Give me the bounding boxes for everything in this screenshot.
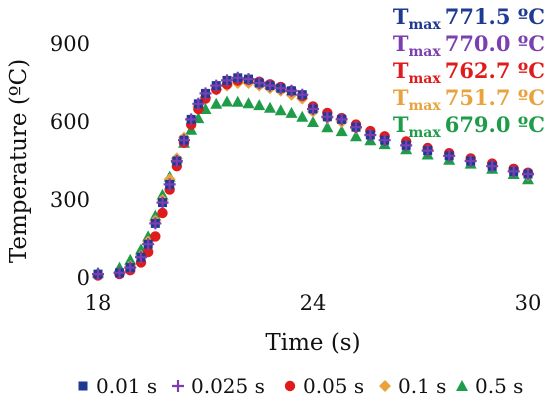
data-point bbox=[274, 104, 287, 116]
legend-swatch bbox=[172, 380, 184, 392]
data-point bbox=[507, 165, 520, 178]
data-point bbox=[464, 155, 477, 167]
data-point bbox=[170, 155, 183, 167]
legend-label: 0.01 s bbox=[96, 374, 157, 398]
data-point bbox=[192, 97, 205, 110]
tmax-annotation: Tmax 762.7 ºC bbox=[393, 58, 545, 87]
legend-item: 0.025 s bbox=[172, 374, 265, 398]
series-0.025s bbox=[92, 71, 534, 281]
data-point bbox=[364, 129, 377, 141]
legend-item: 0.01 s bbox=[78, 374, 157, 398]
legend-label: 0.1 s bbox=[398, 374, 446, 398]
data-point bbox=[335, 113, 348, 126]
x-tick-label: 30 bbox=[515, 291, 542, 315]
x-axis-title: Time (s) bbox=[265, 330, 360, 356]
data-point bbox=[335, 125, 348, 137]
data-point bbox=[157, 207, 168, 219]
data-point bbox=[221, 74, 233, 87]
data-point bbox=[350, 121, 362, 134]
data-point bbox=[285, 106, 298, 118]
legend-swatch bbox=[284, 380, 296, 392]
x-tick-label: 18 bbox=[85, 291, 112, 315]
legend-item: 0.05 s bbox=[284, 374, 364, 398]
data-point bbox=[163, 178, 176, 191]
data-point bbox=[350, 130, 362, 142]
data-point bbox=[221, 95, 233, 107]
data-point bbox=[142, 238, 155, 251]
tmax-annotation: Tmax 770.0 ºC bbox=[393, 31, 545, 60]
data-point bbox=[296, 110, 309, 122]
legend-swatch bbox=[78, 381, 88, 391]
data-point bbox=[149, 217, 162, 230]
y-tick-label: 0 bbox=[77, 266, 90, 290]
data-point bbox=[231, 71, 244, 84]
data-point bbox=[486, 160, 499, 173]
y-axis-title: Temperature (ºC) bbox=[6, 59, 32, 263]
data-point bbox=[150, 231, 161, 242]
data-point bbox=[253, 77, 266, 89]
data-point bbox=[400, 139, 413, 152]
data-point bbox=[296, 88, 309, 101]
data-point bbox=[113, 266, 126, 279]
data-point bbox=[443, 149, 456, 162]
data-point bbox=[124, 261, 137, 274]
data-point bbox=[242, 97, 255, 109]
data-point bbox=[242, 73, 255, 86]
data-point bbox=[307, 103, 319, 115]
data-point bbox=[185, 113, 198, 126]
data-point bbox=[231, 95, 244, 107]
data-point bbox=[253, 99, 266, 111]
data-point bbox=[307, 116, 319, 127]
tmax-annotation: Tmax 679.0 ºC bbox=[393, 112, 545, 141]
data-point bbox=[135, 251, 147, 264]
data-point bbox=[421, 144, 434, 157]
data-points bbox=[92, 71, 534, 281]
legend-label: 0.025 s bbox=[191, 374, 265, 398]
axes: 0 300 600 900 18 24 30 Time (s) Temperature (ºC) bbox=[6, 32, 541, 356]
data-point bbox=[274, 82, 287, 95]
data-point bbox=[199, 87, 212, 100]
data-point bbox=[156, 196, 169, 209]
data-point bbox=[264, 101, 276, 113]
data-point bbox=[264, 79, 276, 92]
data-point bbox=[522, 168, 534, 180]
legend-swatch bbox=[456, 380, 468, 391]
legend-label: 0.05 s bbox=[303, 374, 364, 398]
legend-label: 0.5 s bbox=[475, 374, 523, 398]
legend: 0.01 s 0.025 s 0.05 s 0.1 s 0.5 s bbox=[78, 374, 523, 398]
legend-item: 0.5 s bbox=[456, 374, 523, 398]
legend-item: 0.1 s bbox=[379, 374, 446, 398]
data-point bbox=[142, 246, 154, 258]
data-point bbox=[92, 268, 104, 281]
y-tick-label: 300 bbox=[50, 188, 90, 212]
data-point bbox=[124, 253, 137, 265]
tmax-annotation: Tmax 751.7 ºC bbox=[393, 85, 545, 114]
y-tick-label: 600 bbox=[50, 110, 90, 134]
data-point bbox=[178, 134, 190, 147]
data-point bbox=[210, 79, 223, 92]
data-point bbox=[321, 121, 334, 133]
x-tick-label: 24 bbox=[300, 291, 327, 315]
tmax-annotation: Tmax 771.5 ºC bbox=[393, 4, 545, 33]
data-point bbox=[321, 110, 334, 123]
data-point bbox=[285, 84, 298, 97]
y-tick-label: 900 bbox=[50, 32, 90, 56]
data-point bbox=[210, 97, 223, 109]
legend-swatch bbox=[379, 380, 391, 392]
data-point bbox=[378, 134, 391, 147]
